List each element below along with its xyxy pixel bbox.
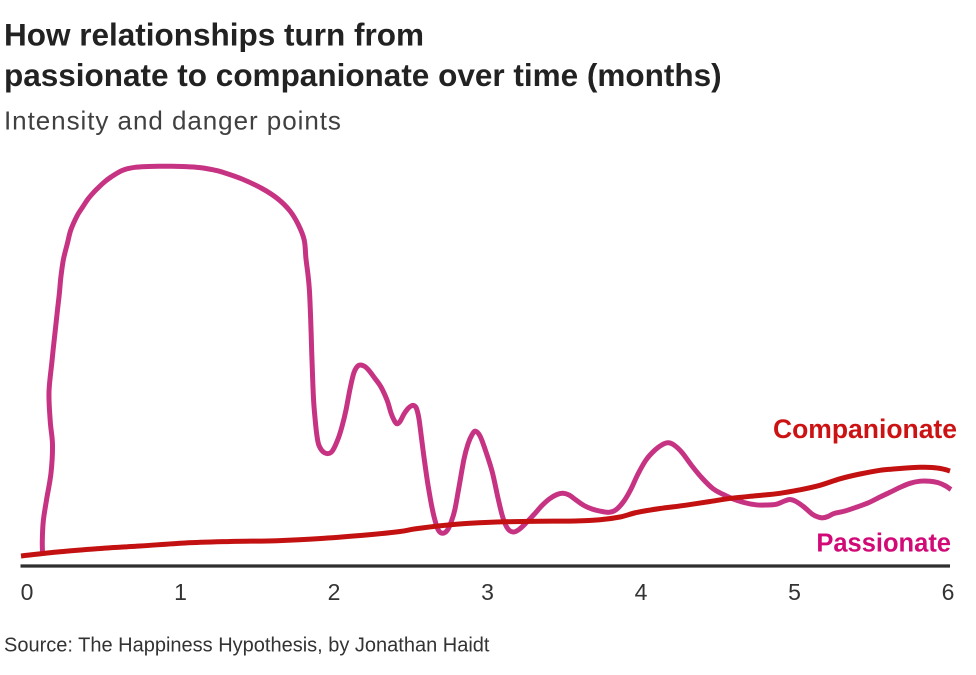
- svg-text:2: 2: [328, 579, 341, 605]
- svg-text:Source: The Happiness Hypothes: Source: The Happiness Hypothesis, by Jon…: [4, 635, 490, 657]
- svg-text:1: 1: [174, 579, 187, 605]
- svg-text:6: 6: [942, 579, 955, 605]
- svg-text:3: 3: [481, 579, 494, 605]
- svg-text:5: 5: [788, 579, 801, 605]
- svg-text:Intensity and danger points: Intensity and danger points: [4, 106, 342, 136]
- svg-text:How relationships turn from: How relationships turn from: [4, 17, 424, 53]
- svg-text:passionate to companionate ove: passionate to companionate over time (mo…: [4, 57, 722, 93]
- svg-text:4: 4: [635, 579, 648, 605]
- svg-text:0: 0: [21, 579, 34, 605]
- svg-text:Passionate: Passionate: [816, 530, 951, 558]
- svg-text:Companionate: Companionate: [773, 414, 957, 444]
